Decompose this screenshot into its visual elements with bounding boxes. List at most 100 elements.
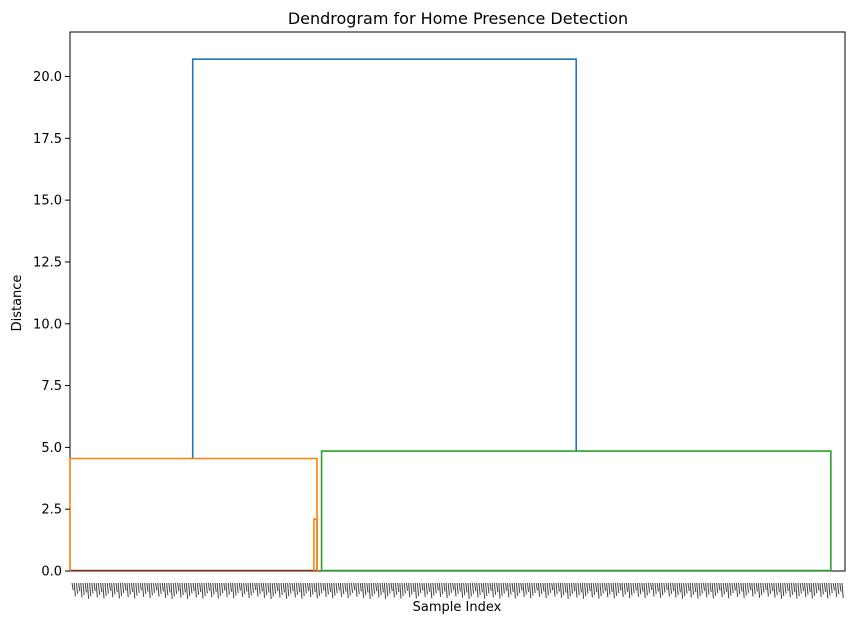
leaf-label	[570, 582, 574, 594]
leaf-label	[379, 582, 382, 596]
leaf-label	[551, 582, 554, 591]
leaf-label	[487, 582, 490, 594]
leaf-label	[711, 582, 714, 599]
leaf-label	[606, 582, 609, 598]
leaf-label	[326, 582, 329, 595]
leaf-label	[566, 582, 569, 600]
leaf-label	[476, 582, 479, 598]
leaf-label	[742, 582, 745, 599]
leaf-label	[423, 582, 426, 598]
leaf-label	[432, 582, 435, 596]
leaf-label	[399, 582, 402, 599]
cluster-1-sub-merge	[313, 518, 318, 571]
leaf-label	[139, 582, 142, 591]
leaf-label	[507, 582, 510, 598]
leaf-label	[562, 582, 565, 596]
leaf-label	[93, 582, 96, 592]
leaf-label	[705, 582, 708, 598]
leaf-label	[808, 582, 811, 593]
leaf-label	[762, 582, 765, 593]
leaf-label	[247, 582, 250, 599]
leaf-label	[548, 582, 552, 593]
leaf-label	[201, 582, 204, 599]
leaf-label	[504, 582, 508, 591]
leaf-label	[460, 582, 464, 598]
leaf-label	[546, 582, 549, 596]
leaf-label	[284, 582, 288, 599]
leaf-label	[815, 582, 818, 594]
leaf-label	[485, 582, 488, 597]
leaf-label	[260, 582, 263, 592]
y-tick-label: 20.0	[33, 70, 62, 85]
leaf-label	[122, 582, 125, 594]
leaf-label	[295, 582, 299, 595]
leaf-label	[273, 582, 277, 594]
leaf-label	[262, 582, 266, 598]
leaf-label	[245, 582, 248, 592]
leaf-label	[100, 582, 103, 593]
leaf-label	[194, 582, 197, 598]
leaf-label	[625, 582, 629, 592]
leaf-label	[716, 582, 719, 594]
leaf-label	[537, 582, 541, 597]
leaf-label	[579, 582, 582, 593]
leaf-label	[335, 582, 338, 594]
leaf-label	[214, 582, 217, 593]
leaf-label	[370, 582, 373, 597]
leaf-label	[185, 582, 189, 599]
leaf-label	[619, 582, 622, 591]
leaf-label	[89, 582, 92, 597]
y-tick-label: 12.5	[33, 255, 62, 270]
leaf-label	[271, 582, 274, 597]
leaf-label	[84, 582, 87, 593]
leaf-label	[71, 582, 74, 591]
y-axis-label: Distance	[10, 275, 25, 332]
leaf-label	[764, 582, 767, 591]
leaf-label	[727, 582, 730, 599]
leaf-label	[126, 582, 129, 598]
leaf-label	[287, 582, 290, 597]
leaf-label	[97, 582, 101, 595]
leaf-label	[658, 582, 662, 598]
leaf-label	[755, 582, 758, 592]
leaf-label	[474, 582, 477, 592]
leaf-label	[95, 582, 98, 598]
leaf-label	[804, 582, 807, 598]
leaf-label	[315, 582, 318, 599]
leaf-label	[478, 582, 481, 596]
leaf-label	[146, 582, 149, 592]
leaf-label	[775, 582, 778, 596]
leaf-label	[826, 582, 829, 599]
leaf-label	[544, 582, 547, 599]
leaf-label	[643, 582, 646, 599]
leaf-label	[636, 582, 640, 597]
leaf-label	[568, 582, 571, 597]
leaf-label	[324, 582, 327, 598]
leaf-label	[357, 582, 360, 595]
leaf-label	[441, 582, 444, 595]
leaf-label	[152, 582, 156, 593]
leaf-label	[588, 582, 591, 592]
leaf-label	[117, 582, 120, 599]
leaf-label	[696, 582, 699, 599]
leaf-label	[828, 582, 831, 596]
leaf-label	[392, 582, 395, 598]
cluster-2-merge	[320, 450, 832, 571]
leaf-label	[350, 582, 354, 593]
leaf-label	[361, 582, 365, 598]
leaf-label	[207, 582, 211, 591]
leaf-label	[817, 582, 820, 591]
leaf-label	[328, 582, 332, 592]
leaf-label	[610, 582, 613, 593]
leaf-label	[542, 582, 545, 592]
leaf-label	[353, 582, 356, 591]
leaf-label	[144, 582, 147, 595]
leaf-label	[383, 582, 387, 599]
leaf-label	[216, 582, 219, 599]
leaf-label	[221, 582, 224, 594]
leaf-label	[265, 582, 268, 596]
leaf-label	[229, 582, 233, 592]
leaf-label	[130, 582, 134, 592]
leaf-label	[249, 582, 252, 596]
leaf-label	[223, 582, 226, 591]
